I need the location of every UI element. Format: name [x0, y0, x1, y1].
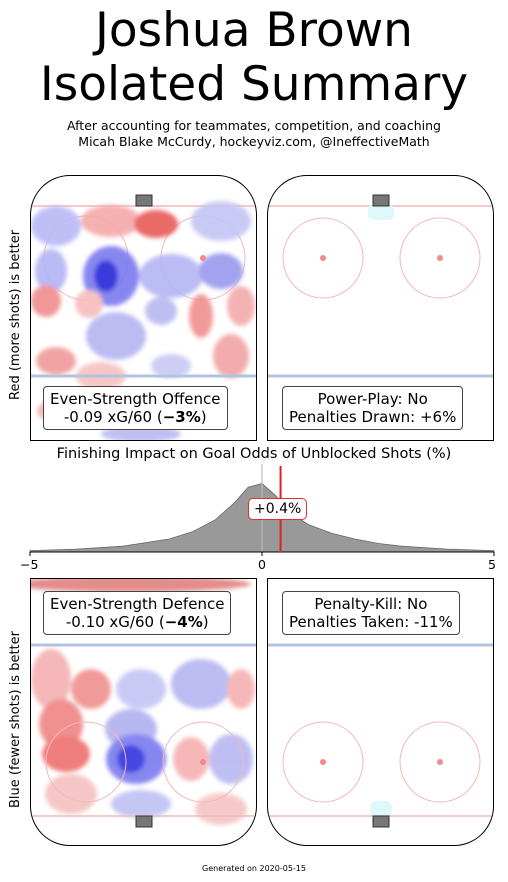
- power-play-label: Power-Play: No: [317, 390, 428, 408]
- page-title-line2: Isolated Summary: [39, 57, 469, 112]
- bottom-ylabel: Blue (fewer shots) is better: [8, 631, 23, 808]
- es-offence-box: Even-Strength Offence -0.09 xG/60 (−3%): [43, 386, 228, 430]
- power-play-rink: Power-Play: No Penalties Drawn: +6%: [267, 175, 494, 441]
- power-play-heatmap: [268, 194, 493, 378]
- es-defence-rink: Even-Strength Defence -0.10 xG/60 (−4%): [30, 578, 257, 846]
- power-play-box: Power-Play: No Penalties Drawn: +6%: [282, 386, 464, 430]
- author-credit: Micah Blake McCurdy, hockeyviz.com, @Ine…: [78, 134, 430, 149]
- x-tick-zero: 0: [258, 557, 266, 572]
- penalties-taken: Penalties Taken: -11%: [289, 613, 453, 631]
- penalty-kill-label: Penalty-Kill: No: [314, 595, 428, 613]
- subtitle: After accounting for teammates, competit…: [67, 118, 441, 133]
- es-offence-rink: Even-Strength Offence -0.09 xG/60 (−3%): [30, 175, 257, 441]
- generated-date: Generated on 2020-05-15: [202, 864, 306, 873]
- finishing-kde-chart: [29, 464, 495, 556]
- es-offence-label: Even-Strength Offence: [50, 390, 221, 408]
- x-tick-max: 5: [488, 557, 496, 572]
- finishing-impact-label: +0.4%: [248, 498, 308, 520]
- x-tick-min: −5: [20, 557, 39, 572]
- penalty-kill-heatmap: [268, 643, 493, 828]
- penalties-drawn: Penalties Drawn: +6%: [289, 408, 457, 426]
- es-defence-box: Even-Strength Defence -0.10 xG/60 (−4%): [43, 591, 232, 635]
- penalty-kill-box: Penalty-Kill: No Penalties Taken: -11%: [282, 591, 460, 635]
- es-defence-label: Even-Strength Defence: [50, 595, 225, 613]
- top-ylabel: Red (more shots) is better: [8, 229, 23, 400]
- es-offence-value: -0.09 xG/60 (−3%): [63, 408, 207, 426]
- page-title: Joshua Brown: [95, 3, 413, 58]
- es-defence-value: -0.10 xG/60 (−4%): [65, 613, 209, 631]
- penalty-kill-rink: Penalty-Kill: No Penalties Taken: -11%: [267, 578, 494, 846]
- es-defence-heatmap: [31, 579, 256, 828]
- chart-title: Finishing Impact on Goal Odds of Unblock…: [56, 446, 452, 462]
